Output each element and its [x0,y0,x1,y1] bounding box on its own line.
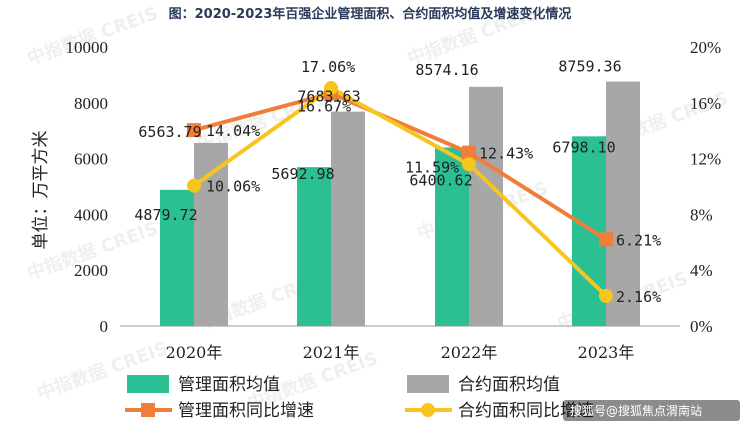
bar-label-contract-area: 7683.63 [297,88,360,106]
marker-management-growth [187,123,201,138]
bar-label-management-area: 5692.98 [271,165,334,183]
line-label-contract-growth: 17.06% [301,58,355,76]
bar-contract-area [469,86,503,326]
marker-contract-growth [324,81,338,96]
line-label-management-growth: 16.67% [297,97,351,115]
line-label-contract-growth: 11.59% [405,158,459,176]
bars-layer [160,81,640,326]
legend-label-contract-growth: 合约面积同比增速 [458,401,594,421]
line-label-management-growth: 6.21% [616,231,661,249]
legend: 管理面积均值 合约面积均值 管理面积同比增速 合约面积同比增速 [125,375,594,421]
legend-label-management-growth: 管理面积同比增速 [178,401,314,421]
legend-swatch-management-area [127,375,169,393]
right-tick-label: 0% [690,317,713,336]
watermark-text: 中指数据 CREIS [34,337,171,405]
sohu-badge-text: 搜狐号@搜狐焦点渭南站 [570,403,702,418]
bar-label-management-area: 4879.72 [134,206,197,224]
right-tick-label: 12% [690,150,721,169]
bar-labels-layer: 4879.72 5692.98 6400.62 6798.10 6563.79 7683.… [134,58,621,224]
marker-management-growth [599,232,613,247]
sohu-badge-background [563,400,740,421]
marker-management-growth [462,145,476,160]
left-tick-label: 8000 [74,94,108,113]
legend-label-management-area: 管理面积均值 [178,375,280,395]
bar-label-contract-area: 8759.36 [558,58,621,76]
line-labels-layer: 14.04% 16.67% 12.43% 6.21% 10.06% 17.06% 11.59… [206,58,661,306]
sohu-badge: 搜狐号@搜狐焦点渭南站 [563,400,740,421]
marker-contract-growth [187,178,201,193]
chart-title: 图：2020-2023年百强企业管理面积、合约面积均值及增速变化情况 [169,6,572,22]
bar-contract-area [194,142,228,326]
line-contract-growth [192,86,608,298]
x-tick-label: 2023年 [578,343,635,362]
marker-contract-growth [462,157,476,172]
right-tick-label: 16% [690,94,721,113]
x-tick-label: 2022年 [441,343,498,362]
line-label-management-growth: 14.04% [206,122,260,140]
x-tick-label: 2021年 [303,343,360,362]
legend-marker-management-growth [141,403,155,417]
line-label-management-growth: 12.43% [479,145,533,163]
legend-marker-contract-growth [421,403,435,417]
left-tick-label: 6000 [74,150,108,169]
line-management-growth [193,91,608,242]
bar-management-area [435,147,469,326]
left-tick-label: 10000 [66,38,109,57]
left-tick-label: 2000 [74,261,108,280]
right-tick-label: 20% [690,38,721,57]
left-tick-label: 4000 [74,205,108,224]
legend-swatch-contract-area [407,375,449,393]
right-tick-label: 8% [690,205,713,224]
right-tick-label: 4% [690,261,713,280]
bar-contract-area [331,111,365,326]
bar-management-area [160,189,194,326]
line-label-contract-growth: 10.06% [206,178,260,196]
bar-label-contract-area: 6563.79 [138,123,201,141]
line-label-contract-growth: 2.16% [616,288,661,306]
watermark-text: 中指数据 CREIS [24,2,161,70]
left-tick-label: 0 [100,317,109,336]
bar-label-contract-area: 8574.16 [415,61,478,79]
x-axis-ticks: 2020年 2021年 2022年 2023年 [166,343,635,362]
x-tick-label: 2020年 [166,343,223,362]
marker-contract-growth [599,288,613,303]
right-axis-ticks: 0% 4% 8% 12% 16% 20% [690,38,721,336]
bar-label-management-area: 6798.10 [552,138,615,156]
lines-layer [187,81,613,303]
bar-management-area [297,167,331,326]
y-axis-label: 单位：万平方米 [31,131,51,250]
bar-label-management-area: 6400.62 [409,171,472,189]
legend-label-contract-area: 合约面积均值 [458,375,560,395]
bar-contract-area [606,81,640,326]
left-axis-ticks: 0 2000 4000 6000 8000 10000 [66,38,109,336]
